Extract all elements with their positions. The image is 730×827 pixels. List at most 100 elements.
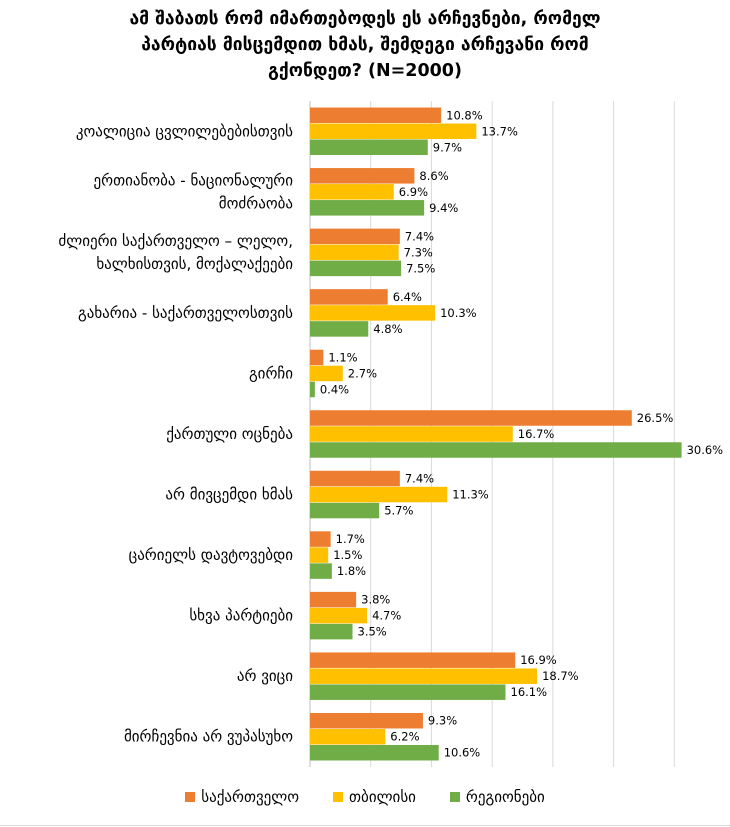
- chart-title-line: გქონდეთ? (N=2000): [268, 61, 462, 81]
- bar: [310, 442, 682, 458]
- bar: [310, 623, 353, 640]
- category-label-line: ერთიანობა - ნაციონალური: [94, 171, 294, 189]
- bottom-divider: [0, 825, 730, 826]
- chart-title: ამ შაბათს რომ იმართებოდეს ეს არჩევნები, …: [40, 6, 690, 84]
- data-label: 9.4%: [429, 201, 458, 215]
- legend-swatch: [449, 792, 460, 802]
- bar: [310, 260, 402, 277]
- bar: [310, 668, 538, 684]
- data-label: 1.5%: [333, 548, 362, 562]
- data-label: 1.1%: [328, 350, 357, 364]
- bar: [310, 381, 315, 398]
- data-label: 0.4%: [320, 382, 349, 396]
- bar: [310, 547, 329, 563]
- bar: [310, 168, 415, 184]
- bar: [310, 531, 331, 547]
- data-label: 9.3%: [428, 714, 457, 728]
- bar: [310, 728, 386, 745]
- data-label: 8.6%: [419, 169, 448, 183]
- bar: [310, 712, 423, 729]
- category-label: არ ვიცი: [237, 667, 293, 685]
- legend-swatch: [185, 792, 196, 802]
- data-label: 9.7%: [433, 140, 462, 154]
- bar: [310, 470, 400, 487]
- category-label-line: ხალხისთვის, მოქალაქეები: [96, 255, 293, 273]
- bar: [310, 744, 439, 761]
- bar: [310, 365, 343, 382]
- bar: [310, 200, 425, 216]
- data-label: 16.1%: [511, 685, 548, 699]
- category-label: ერთიანობა - ნაციონალური მოძრაობა: [94, 171, 294, 212]
- data-label: 5.7%: [384, 504, 413, 518]
- bar: [310, 289, 388, 305]
- bar: [310, 305, 436, 321]
- category-label-line: არ ვიცი: [237, 667, 293, 685]
- data-label: 6.2%: [390, 730, 419, 744]
- category-label-line: გახარია - საქართველოსთვის: [78, 304, 293, 322]
- bar: [310, 607, 368, 624]
- bar: [310, 321, 369, 337]
- category-label-line: ცარიელს დავტოვებდი: [129, 546, 294, 564]
- category-label: არ მივცემდი ხმას: [165, 486, 293, 504]
- data-label: 1.8%: [337, 564, 366, 578]
- bar: [310, 184, 394, 200]
- category-label-line: სხვა პარტიები: [189, 607, 293, 625]
- bar: [310, 652, 516, 668]
- data-label: 13.7%: [481, 124, 518, 138]
- data-label: 3.5%: [358, 625, 387, 639]
- data-label: 7.4%: [405, 229, 434, 243]
- legend-item: თბილისი: [333, 788, 416, 806]
- legend-item: საქართველო: [185, 788, 299, 806]
- chart-title-line: პარტიას მისცემდით ხმას, შემდეგი არჩევანი…: [141, 35, 589, 55]
- category-label: გახარია - საქართველოსთვის: [78, 304, 293, 322]
- data-label: 4.7%: [372, 609, 401, 623]
- data-label: 16.9%: [520, 653, 557, 667]
- category-label: სხვა პარტიები: [189, 607, 293, 625]
- category-label-line: მოძრაობა: [219, 194, 293, 212]
- category-label: კოალიცია ცვლილებებისთვის: [76, 122, 293, 140]
- bar: [310, 502, 380, 519]
- bar: [310, 123, 477, 140]
- data-label: 11.3%: [452, 488, 489, 502]
- category-label-line: კოალიცია ცვლილებებისთვის: [76, 122, 293, 140]
- data-label: 7.3%: [404, 245, 433, 259]
- data-label: 2.7%: [348, 366, 377, 380]
- category-label-line: მირჩევნია არ ვუპასუხო: [124, 728, 293, 746]
- data-label: 10.3%: [440, 306, 477, 320]
- category-label: ცარიელს დავტოვებდი: [129, 546, 294, 564]
- bar: [310, 486, 448, 503]
- data-label: 1.7%: [336, 532, 365, 546]
- bar: [310, 107, 442, 124]
- bar: [310, 139, 428, 156]
- data-label: 26.5%: [637, 411, 674, 425]
- bar: [310, 349, 324, 366]
- chart-title-line: ამ შაბათს რომ იმართებოდეს ეს არჩევნები, …: [129, 9, 601, 29]
- bar-chart: 10.8% 13.7% 9.7% კოალიცია ცვლილებებისთვის 8.…: [58, 101, 724, 767]
- bar: [310, 563, 332, 579]
- data-label: 7.4%: [405, 472, 434, 486]
- legend-label: თბილისი: [349, 788, 416, 806]
- data-label: 10.8%: [446, 108, 483, 122]
- bar: [310, 410, 632, 426]
- category-label-line: ქართული ოცნება: [166, 425, 293, 443]
- legend-swatch: [333, 792, 344, 802]
- category-label-line: არ მივცემდი ხმას: [165, 486, 293, 504]
- bar: [310, 426, 513, 442]
- data-label: 3.8%: [361, 593, 390, 607]
- legend-label: საქართველო: [201, 788, 300, 806]
- data-label: 6.9%: [399, 185, 428, 199]
- category-label-line: ძლიერი საქართველო – ლელო,: [58, 232, 293, 250]
- category-label: ძლიერი საქართველო – ლელო, ხალხისთვის, მოქ…: [58, 232, 293, 273]
- category-label-line: გირჩი: [249, 364, 293, 382]
- category-label: მირჩევნია არ ვუპასუხო: [124, 728, 293, 746]
- bar: [310, 244, 399, 261]
- data-label: 18.7%: [542, 669, 579, 683]
- bar: [310, 228, 400, 245]
- data-label: 4.8%: [373, 322, 402, 336]
- data-label: 10.6%: [444, 746, 481, 760]
- category-label: ქართული ოცნება: [166, 425, 293, 443]
- data-label: 16.7%: [518, 427, 555, 441]
- legend-label: რეგიონები: [465, 788, 545, 806]
- bar: [310, 684, 506, 700]
- data-label: 30.6%: [687, 443, 724, 457]
